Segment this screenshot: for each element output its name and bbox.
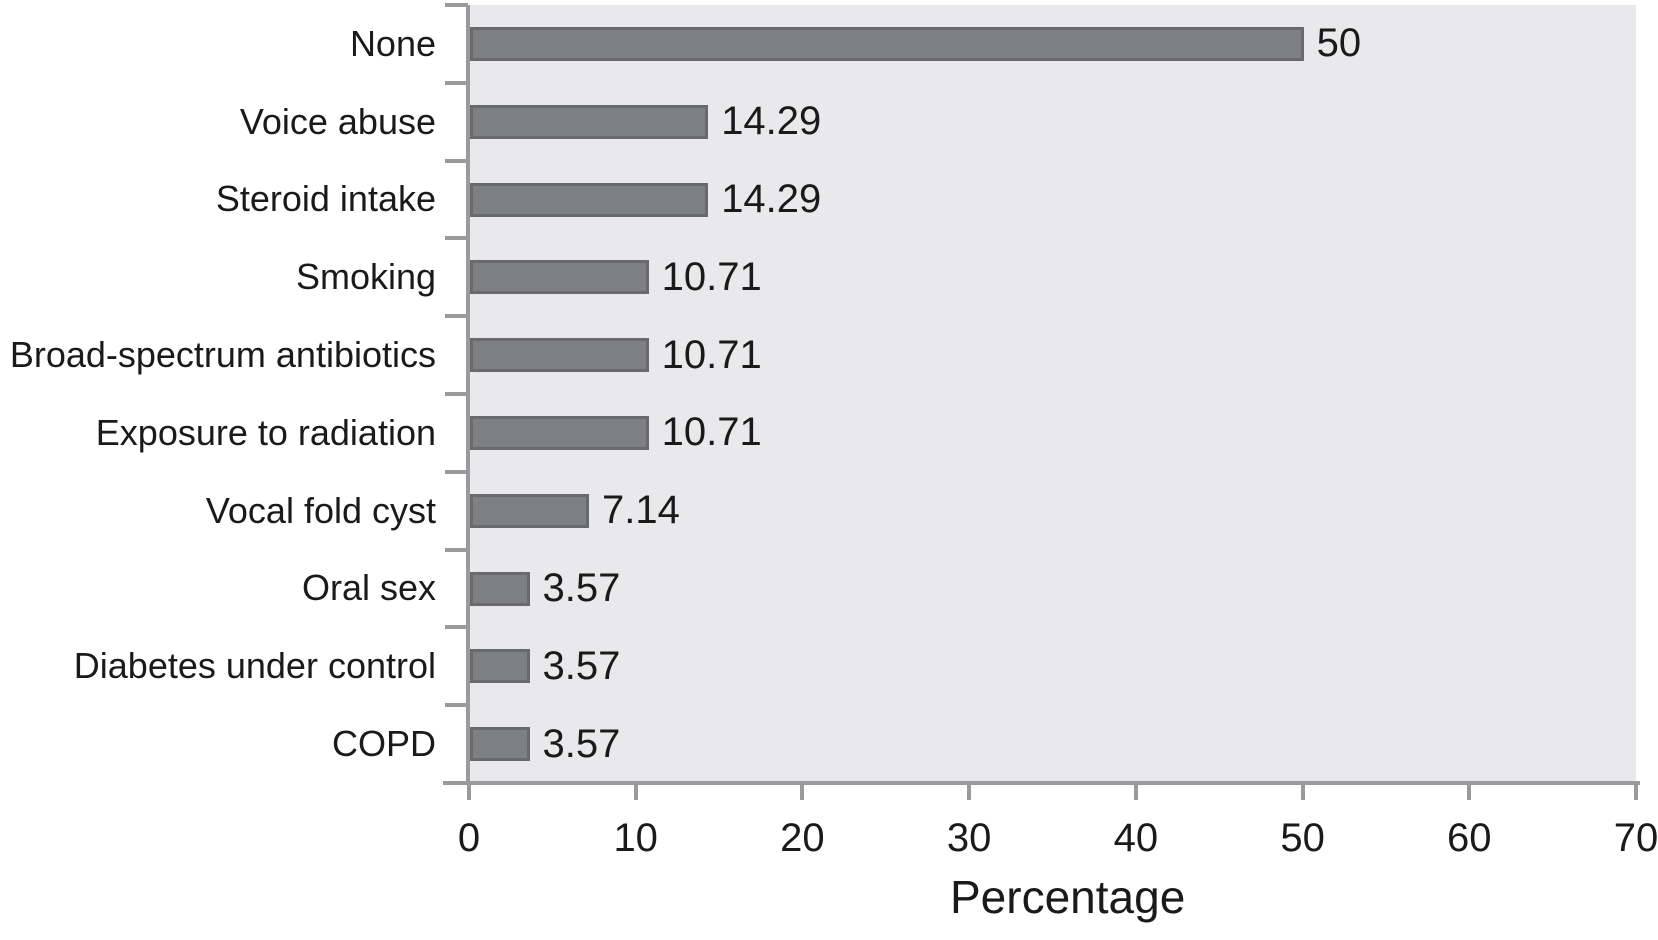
- chart-row: None 50: [0, 3, 1658, 83]
- category-label: Diabetes under control: [73, 645, 436, 687]
- x-axis-tick-label: 50: [1280, 816, 1325, 860]
- value-label: 10.71: [661, 332, 762, 377]
- y-axis: [466, 5, 470, 784]
- category-label: Voice abuse: [239, 100, 436, 142]
- bar: [470, 260, 649, 295]
- category-label: None: [349, 22, 436, 64]
- bar: [470, 649, 530, 684]
- category-label: Smoking: [295, 256, 436, 298]
- value-label: 10.71: [661, 254, 762, 299]
- y-axis-tick: [445, 158, 468, 163]
- chart-row: Broad-spectrum antibiotics 10.71: [0, 314, 1658, 394]
- y-axis-tick: [445, 3, 468, 7]
- value-label: 3.57: [542, 721, 621, 766]
- category-label: COPD: [331, 723, 436, 765]
- x-axis-tick: [800, 785, 805, 800]
- bar: [470, 493, 589, 528]
- y-axis-tick: [445, 236, 468, 241]
- x-axis-tick: [1300, 785, 1305, 800]
- x-axis-tick-label: 60: [1447, 816, 1492, 860]
- x-axis-tick: [633, 785, 638, 800]
- category-label: Exposure to radiation: [95, 411, 436, 453]
- bar: [470, 104, 709, 139]
- value-label: 14.29: [721, 176, 822, 221]
- bar: [470, 338, 649, 373]
- y-axis-tick: [445, 469, 468, 474]
- value-label: 14.29: [721, 99, 822, 144]
- bar: [470, 27, 1304, 61]
- y-axis-tick: [445, 80, 468, 85]
- chart-row: Diabetes under control 3.57: [0, 625, 1658, 705]
- x-axis-tick-label: 10: [613, 816, 658, 860]
- category-label: Vocal fold cyst: [205, 489, 436, 531]
- y-axis-tick: [445, 703, 468, 708]
- category-label: Steroid intake: [215, 178, 436, 220]
- y-axis-tick: [445, 392, 468, 396]
- x-axis-tick-label: 40: [1113, 816, 1159, 860]
- bar: [470, 727, 530, 762]
- value-label: 50: [1316, 21, 1362, 66]
- x-axis-tick-label: 70: [1613, 816, 1658, 860]
- x-axis-tick-label: 0: [457, 816, 481, 860]
- x-axis-tick: [1634, 785, 1638, 800]
- value-label: 3.57: [542, 643, 621, 688]
- chart-row: Voice abuse 14.29: [0, 80, 1658, 161]
- x-axis-tick-label: 20: [780, 816, 825, 860]
- value-label: 10.71: [661, 410, 762, 455]
- category-label: Oral sex: [301, 567, 436, 609]
- chart-row: Exposure to radiation 10.71: [0, 392, 1658, 472]
- value-label: 7.14: [602, 488, 680, 533]
- chart-row: Steroid intake 14.29: [0, 158, 1658, 239]
- y-axis-tick: [445, 314, 468, 319]
- x-axis-tick-label: 30: [946, 816, 992, 860]
- chart-row: Smoking 10.71: [0, 236, 1658, 316]
- x-axis-tick: [1467, 785, 1472, 800]
- category-label: Broad-spectrum antibiotics: [9, 334, 436, 376]
- chart-row: Oral sex 3.57: [0, 547, 1658, 628]
- bar: [470, 571, 530, 606]
- x-axis: [443, 781, 1640, 785]
- y-axis-tick: [445, 547, 468, 552]
- bar: [470, 416, 649, 450]
- x-axis-tick: [467, 785, 471, 800]
- value-label: 3.57: [542, 565, 621, 610]
- y-axis-tick: [445, 625, 468, 630]
- x-axis-tick: [1133, 785, 1138, 800]
- x-axis-tick: [967, 785, 972, 800]
- chart-row: Vocal fold cyst 7.14: [0, 469, 1658, 550]
- bar: [470, 182, 709, 217]
- chart-row: COPD 3.57: [0, 703, 1658, 783]
- x-axis-title: Percentage: [950, 871, 1186, 923]
